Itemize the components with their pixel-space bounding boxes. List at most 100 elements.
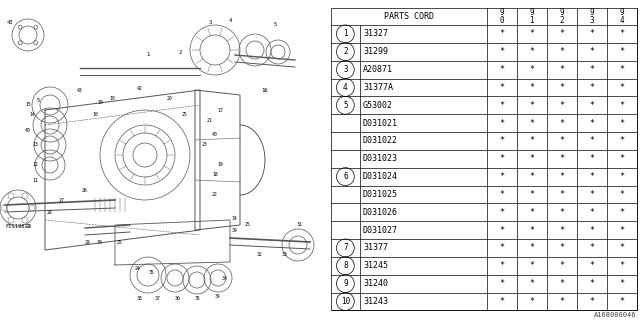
Text: A168000046: A168000046: [595, 312, 637, 318]
Text: 38: 38: [137, 295, 143, 300]
Text: 10: 10: [109, 95, 115, 100]
Text: 39: 39: [232, 228, 238, 233]
Text: 31243: 31243: [363, 297, 388, 306]
Text: *: *: [559, 279, 564, 288]
Text: *: *: [620, 172, 625, 181]
Text: D031027: D031027: [363, 226, 398, 235]
Text: *: *: [559, 83, 564, 92]
Text: 17: 17: [217, 108, 223, 113]
Text: *: *: [499, 261, 504, 270]
Text: 28: 28: [47, 210, 53, 214]
Text: 4: 4: [228, 18, 232, 22]
Text: *: *: [589, 190, 595, 199]
Text: PARTS CORD: PARTS CORD: [384, 12, 434, 21]
Text: 36: 36: [175, 295, 181, 300]
Text: 31377: 31377: [363, 244, 388, 252]
Text: *: *: [589, 83, 595, 92]
Text: *: *: [529, 208, 534, 217]
Text: *: *: [499, 29, 504, 38]
Text: A20871: A20871: [363, 65, 393, 74]
Text: 29: 29: [85, 239, 91, 244]
Text: 25: 25: [117, 239, 123, 244]
Text: *: *: [499, 65, 504, 74]
Text: 43: 43: [7, 20, 13, 25]
Text: *: *: [589, 244, 595, 252]
Text: 9
3: 9 3: [589, 8, 594, 25]
Text: 16: 16: [262, 87, 268, 92]
Text: 2: 2: [179, 50, 182, 54]
Text: 10: 10: [92, 113, 98, 117]
Text: 31245: 31245: [363, 261, 388, 270]
Text: 34: 34: [232, 215, 238, 220]
Text: 25: 25: [245, 221, 251, 227]
Text: *: *: [589, 47, 595, 56]
Text: *: *: [559, 226, 564, 235]
Text: *: *: [529, 119, 534, 128]
Text: 33: 33: [282, 252, 288, 258]
Text: *: *: [589, 208, 595, 217]
Text: *: *: [589, 65, 595, 74]
Text: 10: 10: [340, 297, 350, 306]
Text: *: *: [620, 136, 625, 145]
Text: *: *: [559, 47, 564, 56]
Text: D031023: D031023: [363, 154, 398, 163]
Text: *: *: [529, 261, 534, 270]
Text: *: *: [499, 119, 504, 128]
Text: *: *: [559, 297, 564, 306]
Text: 9
2: 9 2: [559, 8, 564, 25]
Text: 43: 43: [77, 87, 83, 92]
Text: *: *: [529, 47, 534, 56]
Text: 9
1: 9 1: [529, 8, 534, 25]
Text: 1: 1: [343, 29, 348, 38]
Text: 30: 30: [97, 239, 103, 244]
Text: 22: 22: [212, 193, 218, 197]
Text: 27: 27: [59, 197, 65, 203]
Text: *: *: [529, 83, 534, 92]
Text: 12: 12: [32, 163, 38, 167]
Text: 5: 5: [343, 101, 348, 110]
Text: *: *: [620, 83, 625, 92]
Text: 3: 3: [209, 20, 212, 25]
Text: *: *: [559, 244, 564, 252]
Text: 5: 5: [273, 22, 276, 28]
Text: 9: 9: [343, 279, 348, 288]
Text: *: *: [559, 154, 564, 163]
Text: *: *: [559, 101, 564, 110]
Text: *: *: [499, 101, 504, 110]
Text: 13: 13: [32, 142, 38, 148]
Text: *: *: [620, 297, 625, 306]
Text: 8: 8: [343, 261, 348, 270]
Text: *: *: [620, 244, 625, 252]
Text: 32: 32: [257, 252, 263, 258]
Text: 34: 34: [222, 276, 228, 281]
Text: 3: 3: [343, 65, 348, 74]
Text: *: *: [589, 29, 595, 38]
Text: *: *: [620, 226, 625, 235]
Text: D031025: D031025: [363, 190, 398, 199]
Text: 35: 35: [195, 295, 201, 300]
Text: *: *: [499, 190, 504, 199]
Text: D031024: D031024: [363, 172, 398, 181]
Text: D031026: D031026: [363, 208, 398, 217]
Text: *: *: [589, 136, 595, 145]
Text: *: *: [589, 101, 595, 110]
Text: *: *: [499, 226, 504, 235]
Text: *: *: [559, 208, 564, 217]
Text: 1: 1: [147, 52, 150, 58]
Text: 15: 15: [25, 102, 31, 108]
Text: *: *: [589, 279, 595, 288]
Text: *: *: [559, 119, 564, 128]
Text: *: *: [589, 226, 595, 235]
Text: *: *: [620, 47, 625, 56]
Text: 5: 5: [36, 98, 40, 102]
Text: *: *: [529, 244, 534, 252]
Text: *: *: [529, 65, 534, 74]
Text: 40: 40: [25, 127, 31, 132]
Text: 25: 25: [182, 113, 188, 117]
Text: 42: 42: [137, 85, 143, 91]
Text: *: *: [559, 261, 564, 270]
Text: *: *: [529, 226, 534, 235]
Text: *: *: [499, 208, 504, 217]
Text: *: *: [499, 172, 504, 181]
Text: *: *: [529, 101, 534, 110]
